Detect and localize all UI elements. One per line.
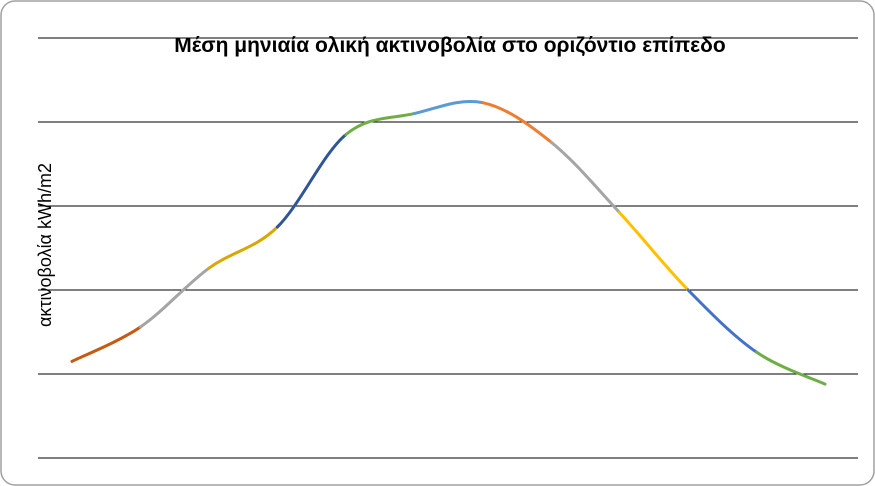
y-axis-label: ακτινοβολία kWh/m2 [35,163,55,327]
line-segment [70,325,142,363]
line-segment [481,101,553,144]
line-segment [755,350,827,386]
line-segment [618,211,690,292]
line-segment [207,225,279,270]
line-segment [344,112,416,137]
line-segment [138,266,211,329]
chart-title: Μέση μηνιαία ολική ακτινοβολία στο οριζό… [174,34,726,57]
line-segment [275,133,348,229]
line-segment [549,140,622,215]
line-segment [412,100,485,116]
line-segment [686,288,759,354]
